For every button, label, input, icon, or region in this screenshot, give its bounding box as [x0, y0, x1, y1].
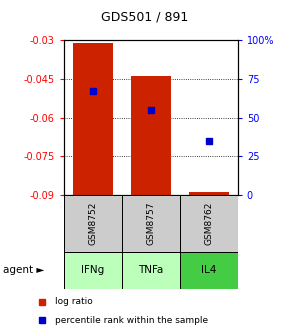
Bar — [188, 192, 229, 195]
Text: IL4: IL4 — [201, 265, 217, 276]
Bar — [122, 252, 180, 289]
Bar — [180, 252, 238, 289]
Text: agent ►: agent ► — [3, 265, 44, 276]
Text: IFNg: IFNg — [81, 265, 104, 276]
Bar — [122, 195, 180, 252]
Text: GSM8762: GSM8762 — [204, 202, 213, 245]
Text: percentile rank within the sample: percentile rank within the sample — [55, 316, 208, 325]
Bar — [64, 195, 122, 252]
Text: GSM8757: GSM8757 — [146, 202, 155, 245]
Bar — [64, 252, 122, 289]
Bar — [130, 76, 171, 195]
Text: log ratio: log ratio — [55, 297, 92, 306]
Bar — [72, 43, 113, 195]
Text: GSM8752: GSM8752 — [88, 202, 97, 245]
Text: TNFa: TNFa — [138, 265, 164, 276]
Bar — [180, 195, 238, 252]
Text: GDS501 / 891: GDS501 / 891 — [102, 10, 188, 23]
